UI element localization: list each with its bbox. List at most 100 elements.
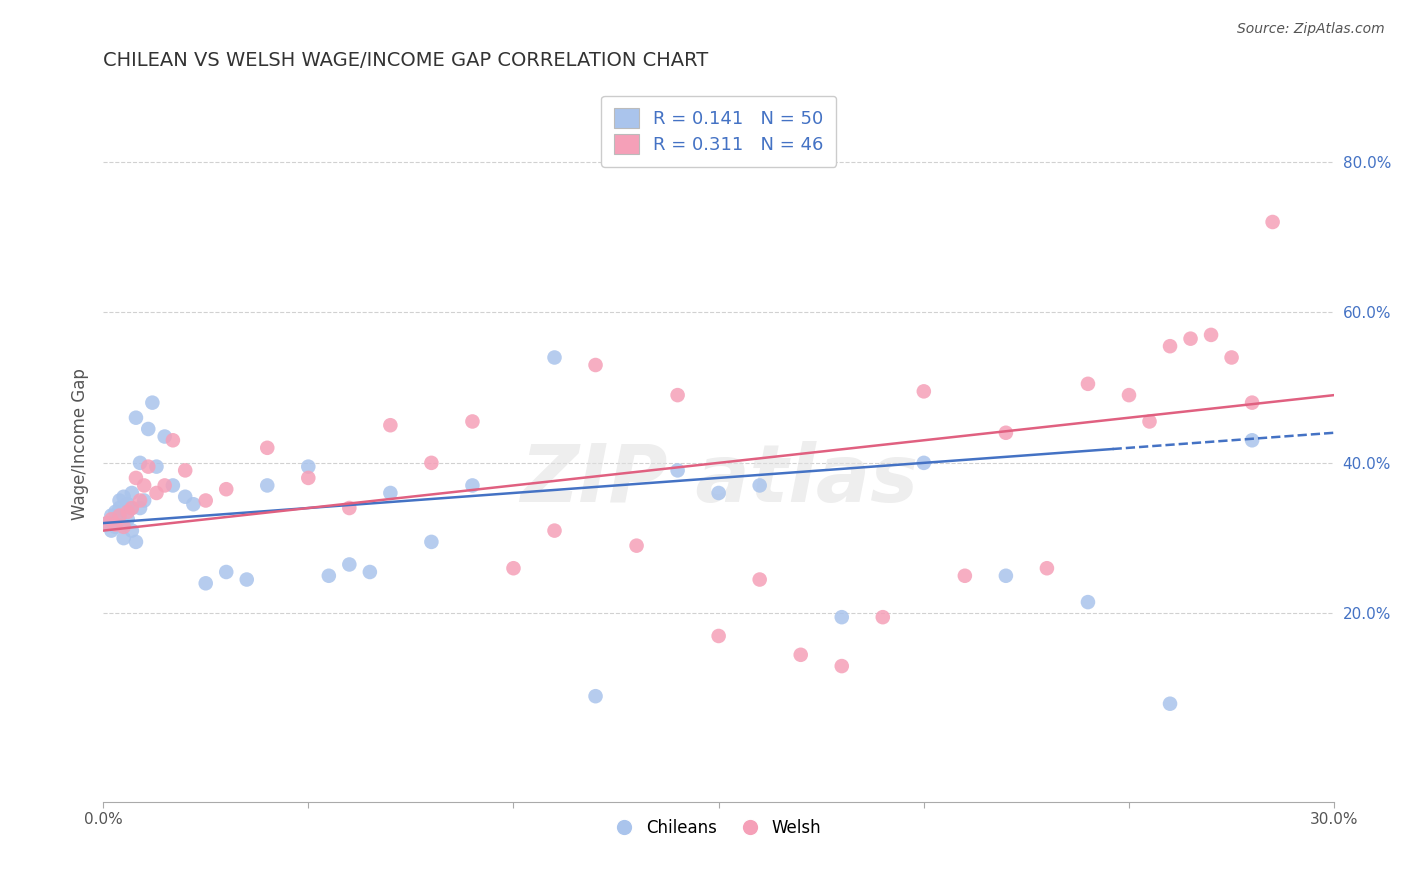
Point	[1261, 215, 1284, 229]
Text: CHILEAN VS WELSH WAGE/INCOME GAP CORRELATION CHART: CHILEAN VS WELSH WAGE/INCOME GAP CORRELA…	[103, 51, 709, 70]
Point	[174, 490, 197, 504]
Point	[748, 478, 770, 492]
Point	[256, 441, 278, 455]
Point	[626, 539, 648, 553]
Point	[380, 418, 402, 433]
Point	[108, 512, 131, 526]
Point	[194, 576, 217, 591]
Point	[100, 524, 122, 538]
Point	[145, 459, 167, 474]
Point	[1159, 339, 1181, 353]
Point	[104, 517, 127, 532]
Point	[145, 486, 167, 500]
Point	[359, 565, 381, 579]
Point	[502, 561, 524, 575]
Point	[112, 490, 135, 504]
Point	[585, 358, 607, 372]
Point	[108, 501, 131, 516]
Point	[831, 659, 853, 673]
Point	[174, 463, 197, 477]
Point	[994, 568, 1017, 582]
Point	[748, 573, 770, 587]
Point	[461, 478, 484, 492]
Point	[1139, 414, 1161, 428]
Text: Source: ZipAtlas.com: Source: ZipAtlas.com	[1237, 22, 1385, 37]
Point	[112, 531, 135, 545]
Point	[543, 351, 565, 365]
Point	[117, 505, 139, 519]
Point	[235, 573, 257, 587]
Point	[104, 520, 127, 534]
Point	[585, 689, 607, 703]
Point	[994, 425, 1017, 440]
Point	[100, 512, 122, 526]
Point	[420, 535, 443, 549]
Point	[121, 486, 143, 500]
Point	[121, 501, 143, 516]
Point	[129, 501, 152, 516]
Point	[872, 610, 894, 624]
Point	[129, 493, 152, 508]
Point	[125, 471, 148, 485]
Point	[125, 535, 148, 549]
Point	[297, 471, 319, 485]
Point	[789, 648, 811, 662]
Legend: Chileans, Welsh: Chileans, Welsh	[609, 812, 828, 843]
Point	[831, 610, 853, 624]
Point	[153, 478, 176, 492]
Point	[129, 456, 152, 470]
Point	[96, 516, 118, 530]
Point	[337, 501, 360, 516]
Point	[1036, 561, 1059, 575]
Point	[666, 388, 689, 402]
Point	[337, 558, 360, 572]
Point	[96, 516, 118, 530]
Point	[1199, 327, 1222, 342]
Point	[318, 568, 340, 582]
Point	[194, 493, 217, 508]
Point	[256, 478, 278, 492]
Point	[1077, 376, 1099, 391]
Point	[153, 429, 176, 443]
Point	[162, 478, 184, 492]
Point	[121, 524, 143, 538]
Point	[136, 459, 159, 474]
Point	[1241, 434, 1264, 448]
Point	[108, 493, 131, 508]
Point	[1159, 697, 1181, 711]
Point	[1241, 395, 1264, 409]
Point	[162, 434, 184, 448]
Point	[297, 459, 319, 474]
Text: ZIP atlas: ZIP atlas	[520, 441, 918, 519]
Point	[1118, 388, 1140, 402]
Point	[1077, 595, 1099, 609]
Point	[121, 501, 143, 516]
Point	[112, 517, 135, 532]
Point	[707, 629, 730, 643]
Point	[100, 508, 122, 523]
Point	[666, 463, 689, 477]
Point	[543, 524, 565, 538]
Point	[380, 486, 402, 500]
Point	[125, 410, 148, 425]
Point	[912, 384, 935, 399]
Point	[117, 497, 139, 511]
Point	[461, 414, 484, 428]
Point	[215, 482, 238, 496]
Point	[953, 568, 976, 582]
Point	[108, 508, 131, 523]
Point	[104, 505, 127, 519]
Point	[420, 456, 443, 470]
Point	[707, 486, 730, 500]
Point	[136, 422, 159, 436]
Point	[112, 520, 135, 534]
Point	[141, 395, 163, 409]
Point	[215, 565, 238, 579]
Point	[183, 497, 205, 511]
Point	[1180, 332, 1202, 346]
Point	[134, 478, 156, 492]
Y-axis label: Wage/Income Gap: Wage/Income Gap	[72, 368, 89, 520]
Point	[1220, 351, 1243, 365]
Point	[117, 512, 139, 526]
Point	[912, 456, 935, 470]
